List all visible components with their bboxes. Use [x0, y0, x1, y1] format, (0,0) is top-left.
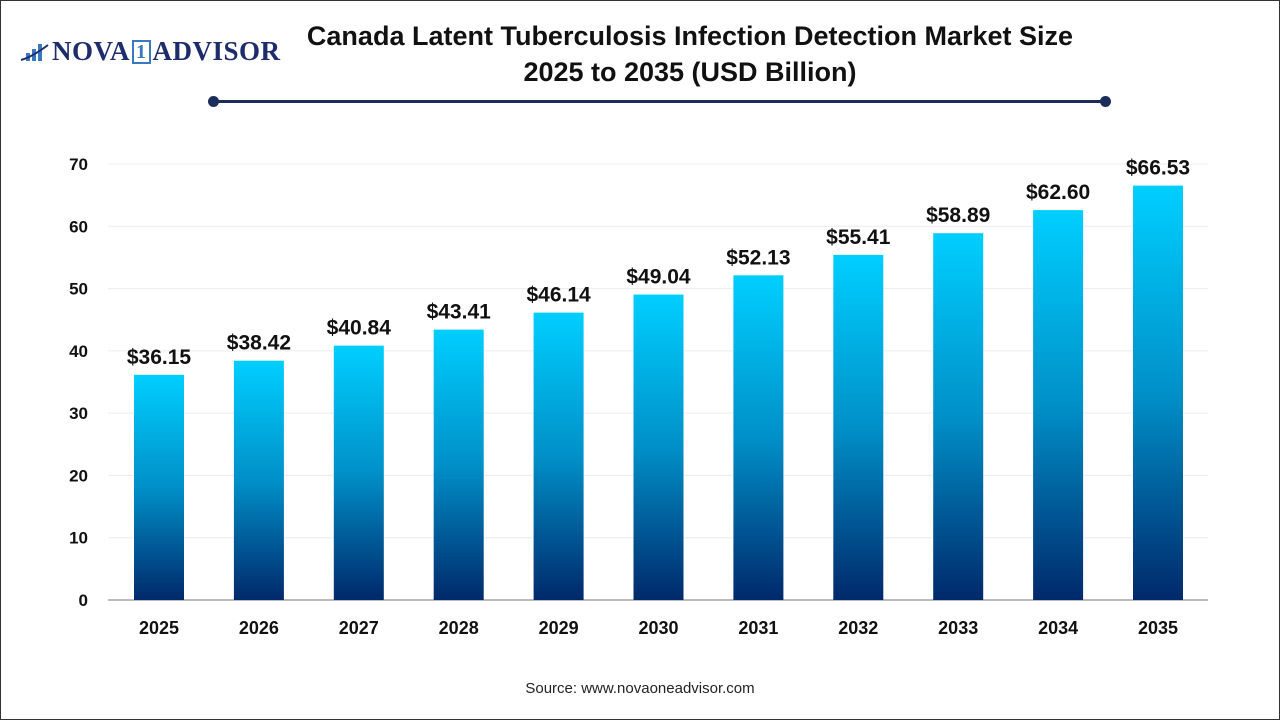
data-label: $52.13 — [726, 246, 790, 269]
chart-title-line1: Canada Latent Tuberculosis Infection Det… — [306, 21, 1074, 51]
title-underline-dot-right — [1100, 96, 1111, 107]
y-tick-label: 0 — [79, 591, 88, 610]
logo-text-one: 1 — [132, 39, 151, 64]
bar-2035 — [1133, 185, 1183, 600]
data-label: $55.41 — [826, 226, 891, 249]
x-tick-label: 2025 — [139, 618, 179, 638]
x-tick-label: 2031 — [738, 618, 778, 638]
y-tick-label: 50 — [69, 280, 88, 299]
data-label: $46.14 — [526, 284, 591, 307]
bar-2028 — [433, 329, 484, 600]
logo-bars-icon — [20, 43, 49, 61]
y-tick-label: 70 — [69, 155, 88, 174]
data-label: $58.89 — [926, 204, 990, 227]
bar-2027 — [333, 345, 384, 600]
x-tick-label: 2033 — [938, 618, 978, 638]
data-label: $40.84 — [327, 317, 392, 340]
data-label: $36.15 — [127, 346, 192, 369]
logo-text-advisor: ADVISOR — [152, 36, 281, 66]
logo-text-nova: NOVA — [52, 36, 131, 66]
x-tick-label: 2030 — [638, 618, 678, 638]
nova-advisor-logo: NOVA 1 ADVISOR — [20, 36, 281, 67]
x-tick-label: 2035 — [1138, 618, 1178, 638]
y-tick-label: 40 — [69, 342, 88, 361]
bar-2025 — [134, 374, 184, 600]
chart-title-line2: 2025 to 2035 (USD Billion) — [523, 57, 857, 87]
y-tick-label: 10 — [69, 529, 88, 548]
bar-2026 — [233, 360, 284, 600]
bar-2029 — [533, 312, 584, 600]
x-tick-label: 2028 — [439, 618, 479, 638]
title-underline — [213, 100, 1106, 103]
y-tick-label: 20 — [69, 466, 88, 485]
x-tick-label: 2029 — [539, 618, 579, 638]
y-tick-label: 30 — [69, 404, 88, 423]
bar-2031 — [733, 275, 784, 600]
data-label: $49.04 — [626, 266, 691, 289]
x-tick-label: 2026 — [239, 618, 279, 638]
title-underline-dot-left — [208, 96, 219, 107]
x-tick-label: 2032 — [838, 618, 878, 638]
data-label: $38.42 — [227, 332, 291, 355]
source-note: Source: www.novaoneadvisor.com — [525, 680, 755, 697]
x-tick-label: 2027 — [339, 618, 379, 638]
chart-title: Canada Latent Tuberculosis Infection Det… — [250, 18, 1130, 90]
data-label: $66.53 — [1126, 157, 1190, 180]
bar-2033 — [933, 233, 984, 600]
bar-2032 — [833, 254, 884, 600]
data-label: $62.60 — [1026, 181, 1090, 204]
x-tick-label: 2034 — [1038, 618, 1078, 638]
y-tick-label: 60 — [69, 217, 88, 236]
bar-2030 — [633, 294, 684, 600]
data-label: $43.41 — [427, 301, 492, 324]
bar-2034 — [1033, 210, 1084, 600]
